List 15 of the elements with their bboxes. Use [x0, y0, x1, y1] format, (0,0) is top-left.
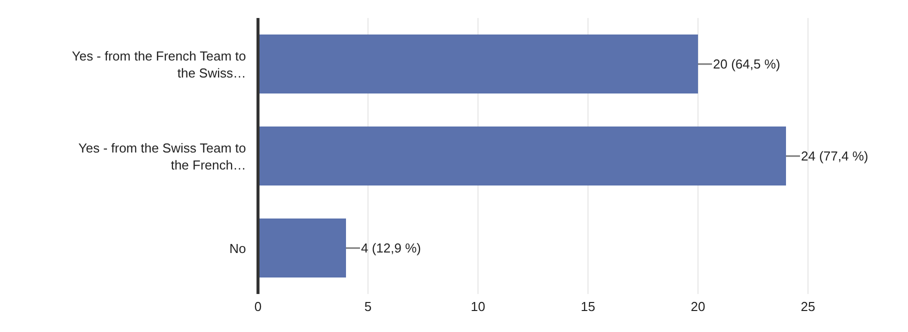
data-label: 24 (77,4 %) — [801, 148, 868, 164]
y-tick-label: No — [229, 240, 246, 256]
y-tick-label: Yes - from the Swiss Team to the French… — [78, 140, 246, 172]
data-label: 20 (64,5 %) — [713, 56, 780, 72]
bar — [258, 126, 786, 186]
y-tick-label: Yes - from the French Team to the Swiss… — [72, 48, 246, 80]
bar — [258, 34, 698, 94]
data-label: 4 (12,9 %) — [361, 240, 421, 256]
x-tick-label: 15 — [580, 299, 596, 314]
x-tick-label: 5 — [364, 299, 372, 314]
x-tick-label: 10 — [470, 299, 486, 314]
bar — [258, 218, 346, 278]
x-tick-label: 25 — [800, 299, 816, 314]
x-tick-label: 0 — [254, 299, 262, 314]
x-tick-label: 20 — [690, 299, 706, 314]
